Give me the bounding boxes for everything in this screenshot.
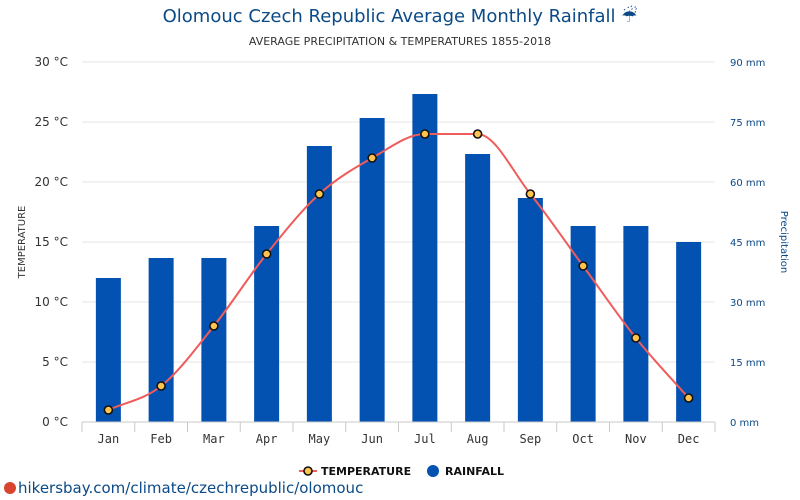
y-tick-label-left: 20 °C [35, 175, 68, 189]
rainfall-bar [623, 226, 649, 422]
temperature-point [525, 189, 536, 199]
x-tick-label: Jul [414, 432, 436, 446]
y-tick-label-right: 75 mm [730, 118, 765, 129]
temperature-point [578, 261, 588, 271]
y-axis-title-right: Precipitation [778, 211, 789, 274]
legend[interactable]: TEMPERATURE RAINFALL [299, 465, 504, 478]
y-tick-label-right: 90 mm [730, 58, 765, 69]
legend-label-temperature: TEMPERATURE [321, 465, 411, 478]
temperature-curve [107, 133, 690, 411]
legend-label-rainfall: RAINFALL [445, 465, 504, 478]
temperature-point [261, 249, 272, 259]
y-tick-label-left: 5 °C [42, 355, 68, 369]
map-pin-icon [4, 482, 16, 494]
chart-title: Olomouc Czech Republic Average Monthly R… [162, 6, 638, 27]
rainfall-bar [148, 258, 174, 422]
x-tick-label: Aug [467, 432, 489, 446]
temperature-point [314, 189, 325, 199]
y-tick-label-left: 15 °C [35, 235, 68, 249]
source-text[interactable]: hikersbay.com/climate/czechrepublic/olom… [18, 479, 364, 497]
y-axis-title-left: TEMPERATURE [17, 206, 28, 280]
y-tick-label-left: 30 °C [35, 55, 68, 69]
x-tick-label: May [309, 432, 331, 446]
rainfall-bar [412, 94, 438, 422]
y-tick-label-left: 25 °C [35, 115, 68, 129]
temperature-point [103, 405, 114, 415]
temperature-point [156, 381, 166, 391]
rainfall-bar [95, 278, 121, 422]
x-tick-label: Mar [203, 432, 225, 446]
x-tick-label: Nov [625, 432, 647, 446]
temperature-line [103, 129, 694, 415]
x-tick-label: Oct [572, 432, 594, 446]
y-tick-label-left: 0 °C [42, 415, 68, 429]
axes: 0 °C 0 mm 5 °C 15 mm 10 °C 30 mm 15 °C 45 mm 20 … [17, 55, 789, 446]
temperature-point [631, 333, 641, 343]
x-tick-label: Feb [150, 432, 172, 446]
y-tick-label-right: 15 mm [730, 358, 765, 369]
x-tick-label: Apr [256, 432, 278, 446]
y-tick-label-right: 60 mm [730, 178, 765, 189]
temperature-point [420, 129, 430, 139]
temperature-point [367, 153, 377, 163]
rainfall-bars [95, 94, 702, 422]
legend-temperature-marker [303, 466, 313, 476]
x-tick-label: Jun [361, 432, 383, 446]
rainfall-bar [517, 198, 543, 422]
temperature-point [683, 393, 694, 403]
chart-subtitle: AVERAGE PRECIPITATION & TEMPERATURES 185… [248, 35, 552, 48]
x-tick-label: Sep [520, 432, 542, 446]
rainfall-bar [676, 242, 702, 422]
x-tick-label: Dec [678, 432, 700, 446]
x-tick-label: Jan [98, 432, 120, 446]
y-tick-label-right: 0 mm [730, 418, 759, 429]
temperature-point [472, 129, 483, 139]
rainfall-bar [465, 154, 491, 422]
temperature-point [209, 321, 219, 331]
rainfall-bar [359, 118, 385, 422]
y-tick-label-right: 30 mm [730, 298, 765, 309]
rainfall-bar [201, 258, 227, 422]
legend-rainfall-marker [427, 465, 439, 477]
y-tick-label-right: 45 mm [730, 238, 765, 249]
rainfall-bar [570, 226, 596, 422]
source-link[interactable]: hikersbay.com/climate/czechrepublic/olom… [4, 479, 363, 497]
y-tick-label-left: 10 °C [35, 295, 68, 309]
